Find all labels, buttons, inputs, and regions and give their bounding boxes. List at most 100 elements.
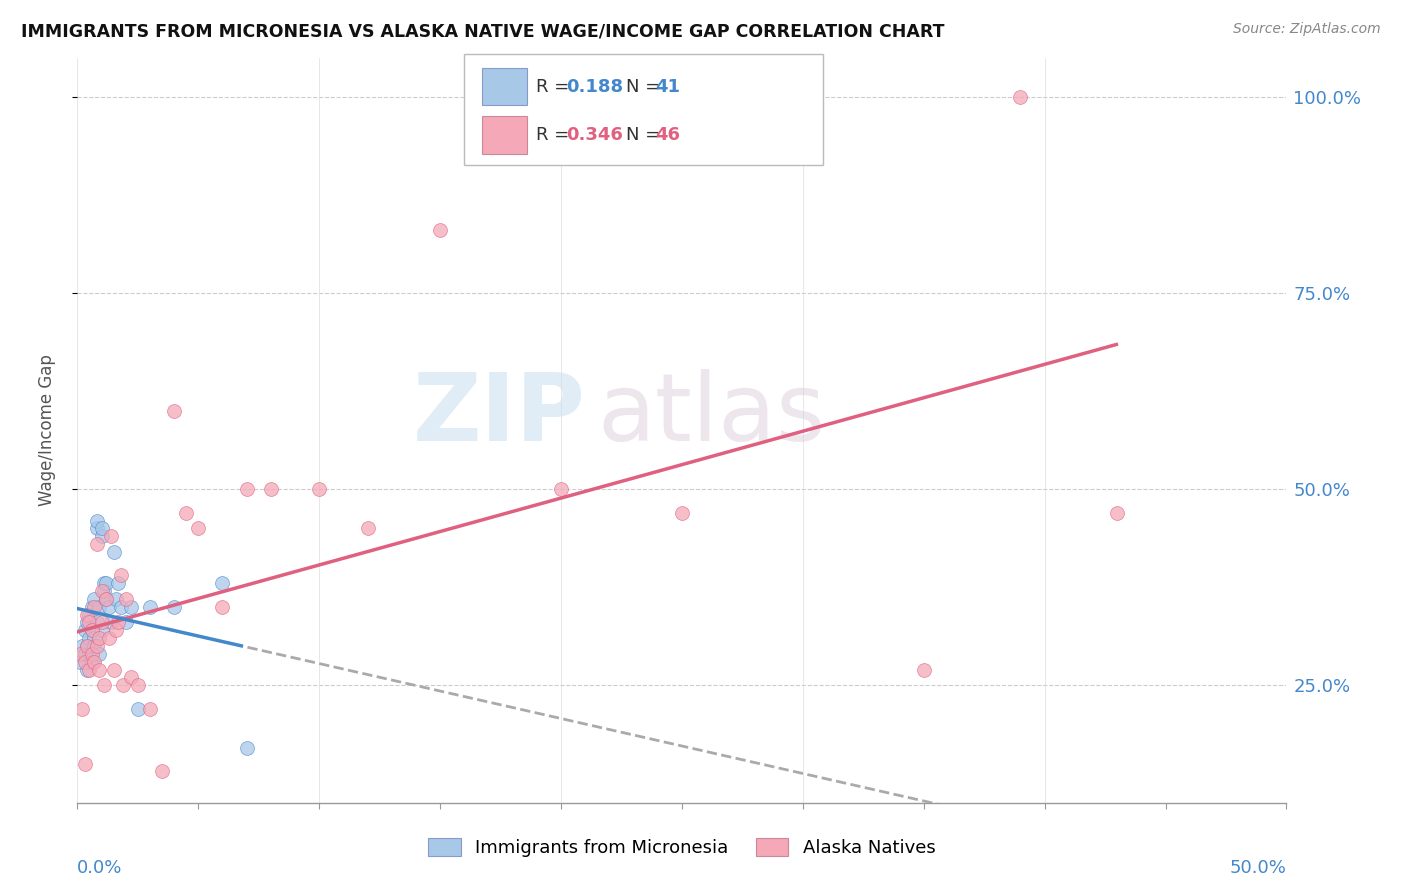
- Text: Source: ZipAtlas.com: Source: ZipAtlas.com: [1233, 22, 1381, 37]
- Point: [76, 639, 98, 653]
- Point: [79, 607, 101, 622]
- Point: [96, 576, 118, 591]
- Point: [70, 639, 93, 653]
- Point: [87, 647, 110, 661]
- Point: [70, 702, 93, 716]
- Point: [1107, 506, 1129, 520]
- Point: [86, 521, 108, 535]
- Point: [80, 647, 103, 661]
- Point: [150, 764, 173, 779]
- Point: [96, 591, 118, 606]
- Point: [76, 607, 98, 622]
- Point: [174, 506, 197, 520]
- Point: [356, 521, 378, 535]
- Point: [73, 647, 96, 661]
- Point: [127, 678, 149, 692]
- Point: [671, 506, 693, 520]
- Point: [308, 482, 330, 496]
- Point: [80, 599, 103, 614]
- Point: [80, 624, 103, 638]
- Point: [73, 756, 96, 771]
- Text: 0.188: 0.188: [567, 78, 624, 95]
- Point: [83, 631, 105, 645]
- Text: 46: 46: [655, 126, 681, 144]
- Point: [100, 615, 122, 630]
- Point: [90, 529, 112, 543]
- Point: [86, 514, 108, 528]
- Point: [163, 599, 186, 614]
- Point: [235, 740, 257, 755]
- Point: [79, 647, 101, 661]
- Point: [90, 521, 112, 535]
- Point: [79, 663, 101, 677]
- Point: [69, 655, 91, 669]
- Text: R =: R =: [536, 126, 575, 144]
- Point: [187, 521, 209, 535]
- Point: [114, 615, 136, 630]
- Point: [163, 404, 186, 418]
- Point: [87, 663, 110, 677]
- Point: [100, 529, 122, 543]
- Point: [90, 615, 112, 630]
- Text: IMMIGRANTS FROM MICRONESIA VS ALASKA NATIVE WAGE/INCOME GAP CORRELATION CHART: IMMIGRANTS FROM MICRONESIA VS ALASKA NAT…: [21, 22, 945, 40]
- Point: [90, 584, 112, 599]
- Point: [79, 631, 101, 645]
- Point: [83, 655, 105, 669]
- Point: [87, 599, 110, 614]
- Text: 50.0%: 50.0%: [1230, 859, 1286, 877]
- Point: [90, 624, 112, 638]
- Point: [211, 599, 233, 614]
- Point: [103, 545, 125, 559]
- Legend: Immigrants from Micronesia, Alaska Natives: Immigrants from Micronesia, Alaska Nativ…: [422, 830, 942, 864]
- Point: [73, 624, 96, 638]
- Point: [76, 639, 98, 653]
- Point: [139, 599, 162, 614]
- Point: [97, 599, 120, 614]
- Point: [96, 591, 118, 606]
- Point: [93, 576, 115, 591]
- Point: [103, 663, 125, 677]
- Point: [120, 670, 142, 684]
- Point: [120, 599, 142, 614]
- Text: ZIP: ZIP: [412, 369, 585, 461]
- Point: [912, 663, 935, 677]
- Point: [105, 624, 128, 638]
- Point: [114, 591, 136, 606]
- Point: [112, 678, 135, 692]
- Point: [127, 702, 149, 716]
- Point: [73, 655, 96, 669]
- Text: atlas: atlas: [598, 369, 825, 461]
- Point: [110, 568, 132, 582]
- Text: N =: N =: [626, 78, 665, 95]
- Point: [87, 631, 110, 645]
- Text: 41: 41: [655, 78, 681, 95]
- Point: [86, 639, 108, 653]
- Point: [80, 624, 103, 638]
- Point: [550, 482, 572, 496]
- Point: [86, 537, 108, 551]
- Point: [79, 615, 101, 630]
- Point: [83, 639, 105, 653]
- Point: [139, 702, 162, 716]
- Point: [107, 576, 129, 591]
- Point: [110, 599, 132, 614]
- Text: N =: N =: [626, 126, 665, 144]
- Point: [69, 647, 91, 661]
- Text: R =: R =: [536, 78, 575, 95]
- Point: [76, 615, 98, 630]
- Point: [429, 223, 451, 237]
- Point: [86, 615, 108, 630]
- Text: 0.0%: 0.0%: [77, 859, 122, 877]
- Point: [97, 631, 120, 645]
- Point: [83, 591, 105, 606]
- Point: [80, 655, 103, 669]
- Point: [260, 482, 283, 496]
- Point: [1010, 90, 1032, 104]
- Point: [235, 482, 257, 496]
- Point: [93, 584, 115, 599]
- Point: [211, 576, 233, 591]
- Point: [93, 678, 115, 692]
- Point: [107, 615, 129, 630]
- Point: [105, 591, 128, 606]
- Point: [76, 663, 98, 677]
